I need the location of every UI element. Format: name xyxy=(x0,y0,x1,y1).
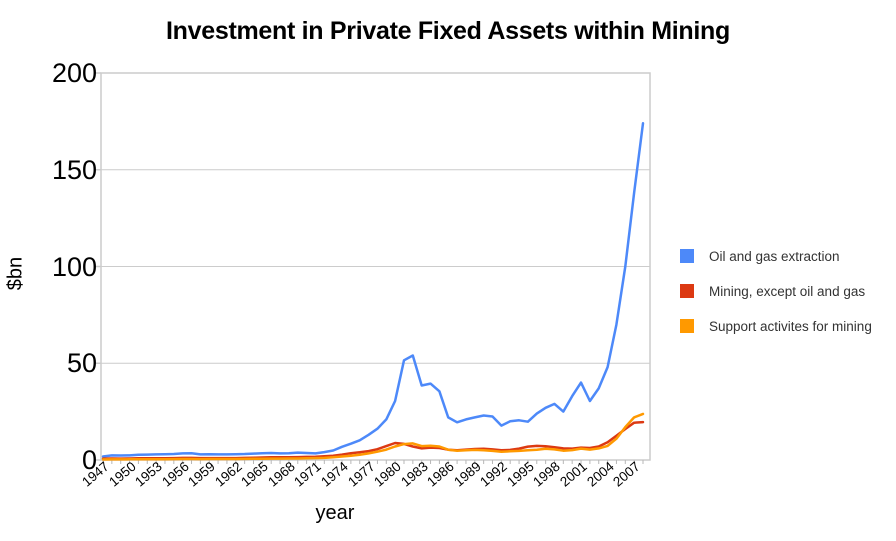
series-line xyxy=(101,412,645,461)
y-tick-label: 150 xyxy=(51,154,97,185)
y-tick-label: 50 xyxy=(66,348,97,379)
chart-title: Investment in Private Fixed Assets withi… xyxy=(166,17,730,45)
legend: Oil and gas extraction Mining, except oil… xyxy=(680,249,872,354)
legend-swatch-icon xyxy=(680,249,694,263)
y-tick-label: 100 xyxy=(51,251,97,282)
legend-label: Mining, except oil and gas xyxy=(709,283,866,299)
legend-item: Oil and gas extraction xyxy=(680,248,872,264)
legend-swatch-icon xyxy=(680,284,694,298)
legend-label: Support activites for mining xyxy=(709,318,872,334)
legend-swatch-icon xyxy=(680,319,694,333)
y-tick-label: 0 xyxy=(81,445,97,475)
legend-label: Oil and gas extraction xyxy=(709,248,840,264)
legend-item: Support activites for mining xyxy=(680,318,872,334)
x-axis-title: year xyxy=(315,502,355,524)
series-line xyxy=(101,122,645,458)
y-tick-label: 200 xyxy=(51,58,97,88)
legend-item: Mining, except oil and gas xyxy=(680,283,872,299)
